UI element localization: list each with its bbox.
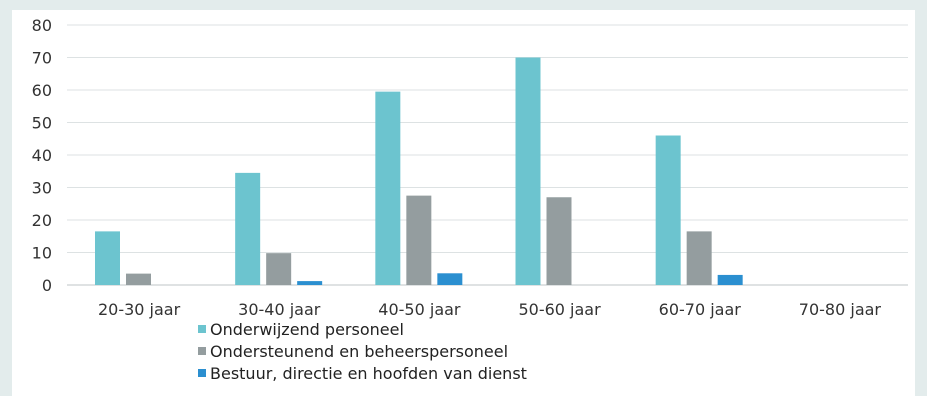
legend-swatch-bestuur (198, 369, 206, 377)
bar (546, 197, 572, 285)
y-tick-label: 40 (32, 146, 52, 165)
legend-label-bestuur: Bestuur, directie en hoofden van dienst (210, 363, 527, 383)
bar (515, 57, 541, 285)
bar (717, 274, 743, 285)
y-tick-label: 30 (32, 179, 52, 198)
bar (126, 273, 151, 285)
bars (95, 57, 743, 285)
y-axis-ticks: 0 10 20 30 40 50 60 70 80 (32, 16, 52, 295)
x-category-label: 20-30 jaar (98, 300, 181, 319)
y-tick-label: 60 (32, 81, 52, 100)
bar (437, 273, 463, 285)
bar (655, 135, 681, 285)
gridlines (67, 24, 908, 286)
y-tick-label: 70 (32, 49, 52, 68)
bar (297, 281, 323, 285)
bar (95, 231, 120, 285)
legend: Onderwijzend personeel Ondersteunend en … (198, 318, 527, 384)
y-tick-label: 20 (32, 211, 52, 230)
x-category-label: 30-40 jaar (238, 300, 321, 319)
x-axis-labels: 20-30 jaar 30-40 jaar 40-50 jaar 50-60 jaar… (98, 300, 881, 319)
legend-item-ondersteunend: Ondersteunend en beheerspersoneel (198, 340, 527, 362)
y-tick-label: 50 (32, 114, 52, 133)
bar (686, 231, 712, 285)
chart-panel (12, 10, 915, 396)
x-category-label: 40-50 jaar (378, 300, 461, 319)
legend-label-ondersteunend: Ondersteunend en beheerspersoneel (210, 341, 509, 361)
x-category-label: 50-60 jaar (518, 300, 601, 319)
bar (406, 195, 432, 285)
y-tick-label: 80 (32, 16, 52, 35)
legend-item-bestuur: Bestuur, directie en hoofden van dienst (198, 362, 527, 384)
bar (375, 91, 401, 285)
y-tick-label: 0 (42, 276, 52, 295)
y-tick-label: 10 (32, 244, 52, 263)
legend-label-onderwijzend: Onderwijzend personeel (210, 319, 404, 339)
x-category-label: 60-70 jaar (659, 300, 742, 319)
legend-swatch-ondersteunend (198, 347, 206, 355)
bar (266, 253, 292, 285)
x-category-label: 70-80 jaar (799, 300, 882, 319)
legend-swatch-onderwijzend (198, 325, 206, 333)
legend-item-onderwijzend: Onderwijzend personeel (198, 318, 527, 340)
bar (235, 172, 261, 285)
